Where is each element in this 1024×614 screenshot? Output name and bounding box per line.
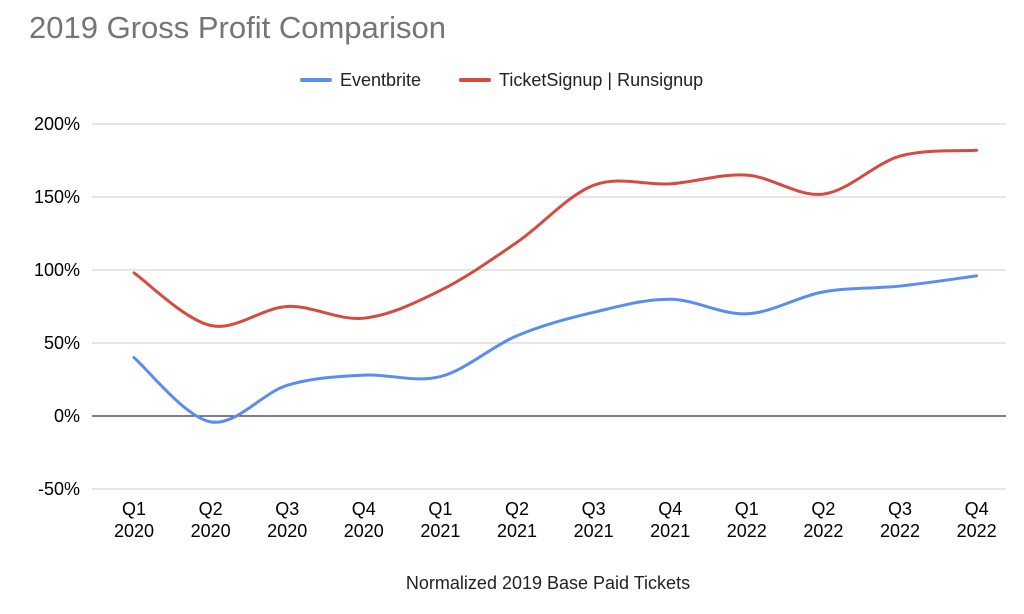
x-tick-label: Q1 2022 (727, 499, 767, 541)
x-tick-label: Q2 2021 (497, 499, 537, 541)
series-line-ticketsignup-runsignup (132, 148, 979, 328)
y-tick-label: 50% (44, 333, 80, 353)
legend: Eventbrite TicketSignup | Runsignup (300, 70, 703, 90)
x-tick-label: Q2 2020 (191, 499, 231, 541)
x-tick-label: Q1 2020 (114, 499, 154, 541)
y-tick-label: 200% (34, 114, 80, 134)
series-line-eventbrite (132, 274, 979, 424)
x-axis-title: Normalized 2019 Base Paid Tickets (406, 573, 690, 593)
x-tick-label: Q1 2021 (420, 499, 460, 541)
x-tick-label: Q4 2020 (344, 499, 384, 541)
y-tick-label: 150% (34, 187, 80, 207)
x-tick-label: Q3 2021 (574, 499, 614, 541)
y-tick-label: 0% (54, 406, 80, 426)
x-tick-label: Q4 2022 (957, 499, 997, 541)
y-axis-ticks: -50% 0% 50% 100% 150% 200% (34, 114, 80, 499)
x-tick-label: Q4 2021 (650, 499, 690, 541)
gridlines (92, 123, 1006, 490)
y-tick-label: -50% (38, 479, 80, 499)
legend-label: Eventbrite (340, 70, 421, 90)
x-tick-label: Q2 2022 (803, 499, 843, 541)
x-axis-ticks: Q1 2020 Q2 2020 Q3 2020 Q4 2020 Q1 2021 Q2 2021 Q3 20… (114, 499, 997, 541)
legend-label: TicketSignup | Runsignup (499, 70, 703, 90)
chart-title: 2019 Gross Profit Comparison (29, 10, 446, 45)
y-tick-label: 100% (34, 260, 80, 280)
x-tick-label: Q3 2022 (880, 499, 920, 541)
series-lines (132, 148, 979, 424)
x-tick-label: Q3 2020 (267, 499, 307, 541)
